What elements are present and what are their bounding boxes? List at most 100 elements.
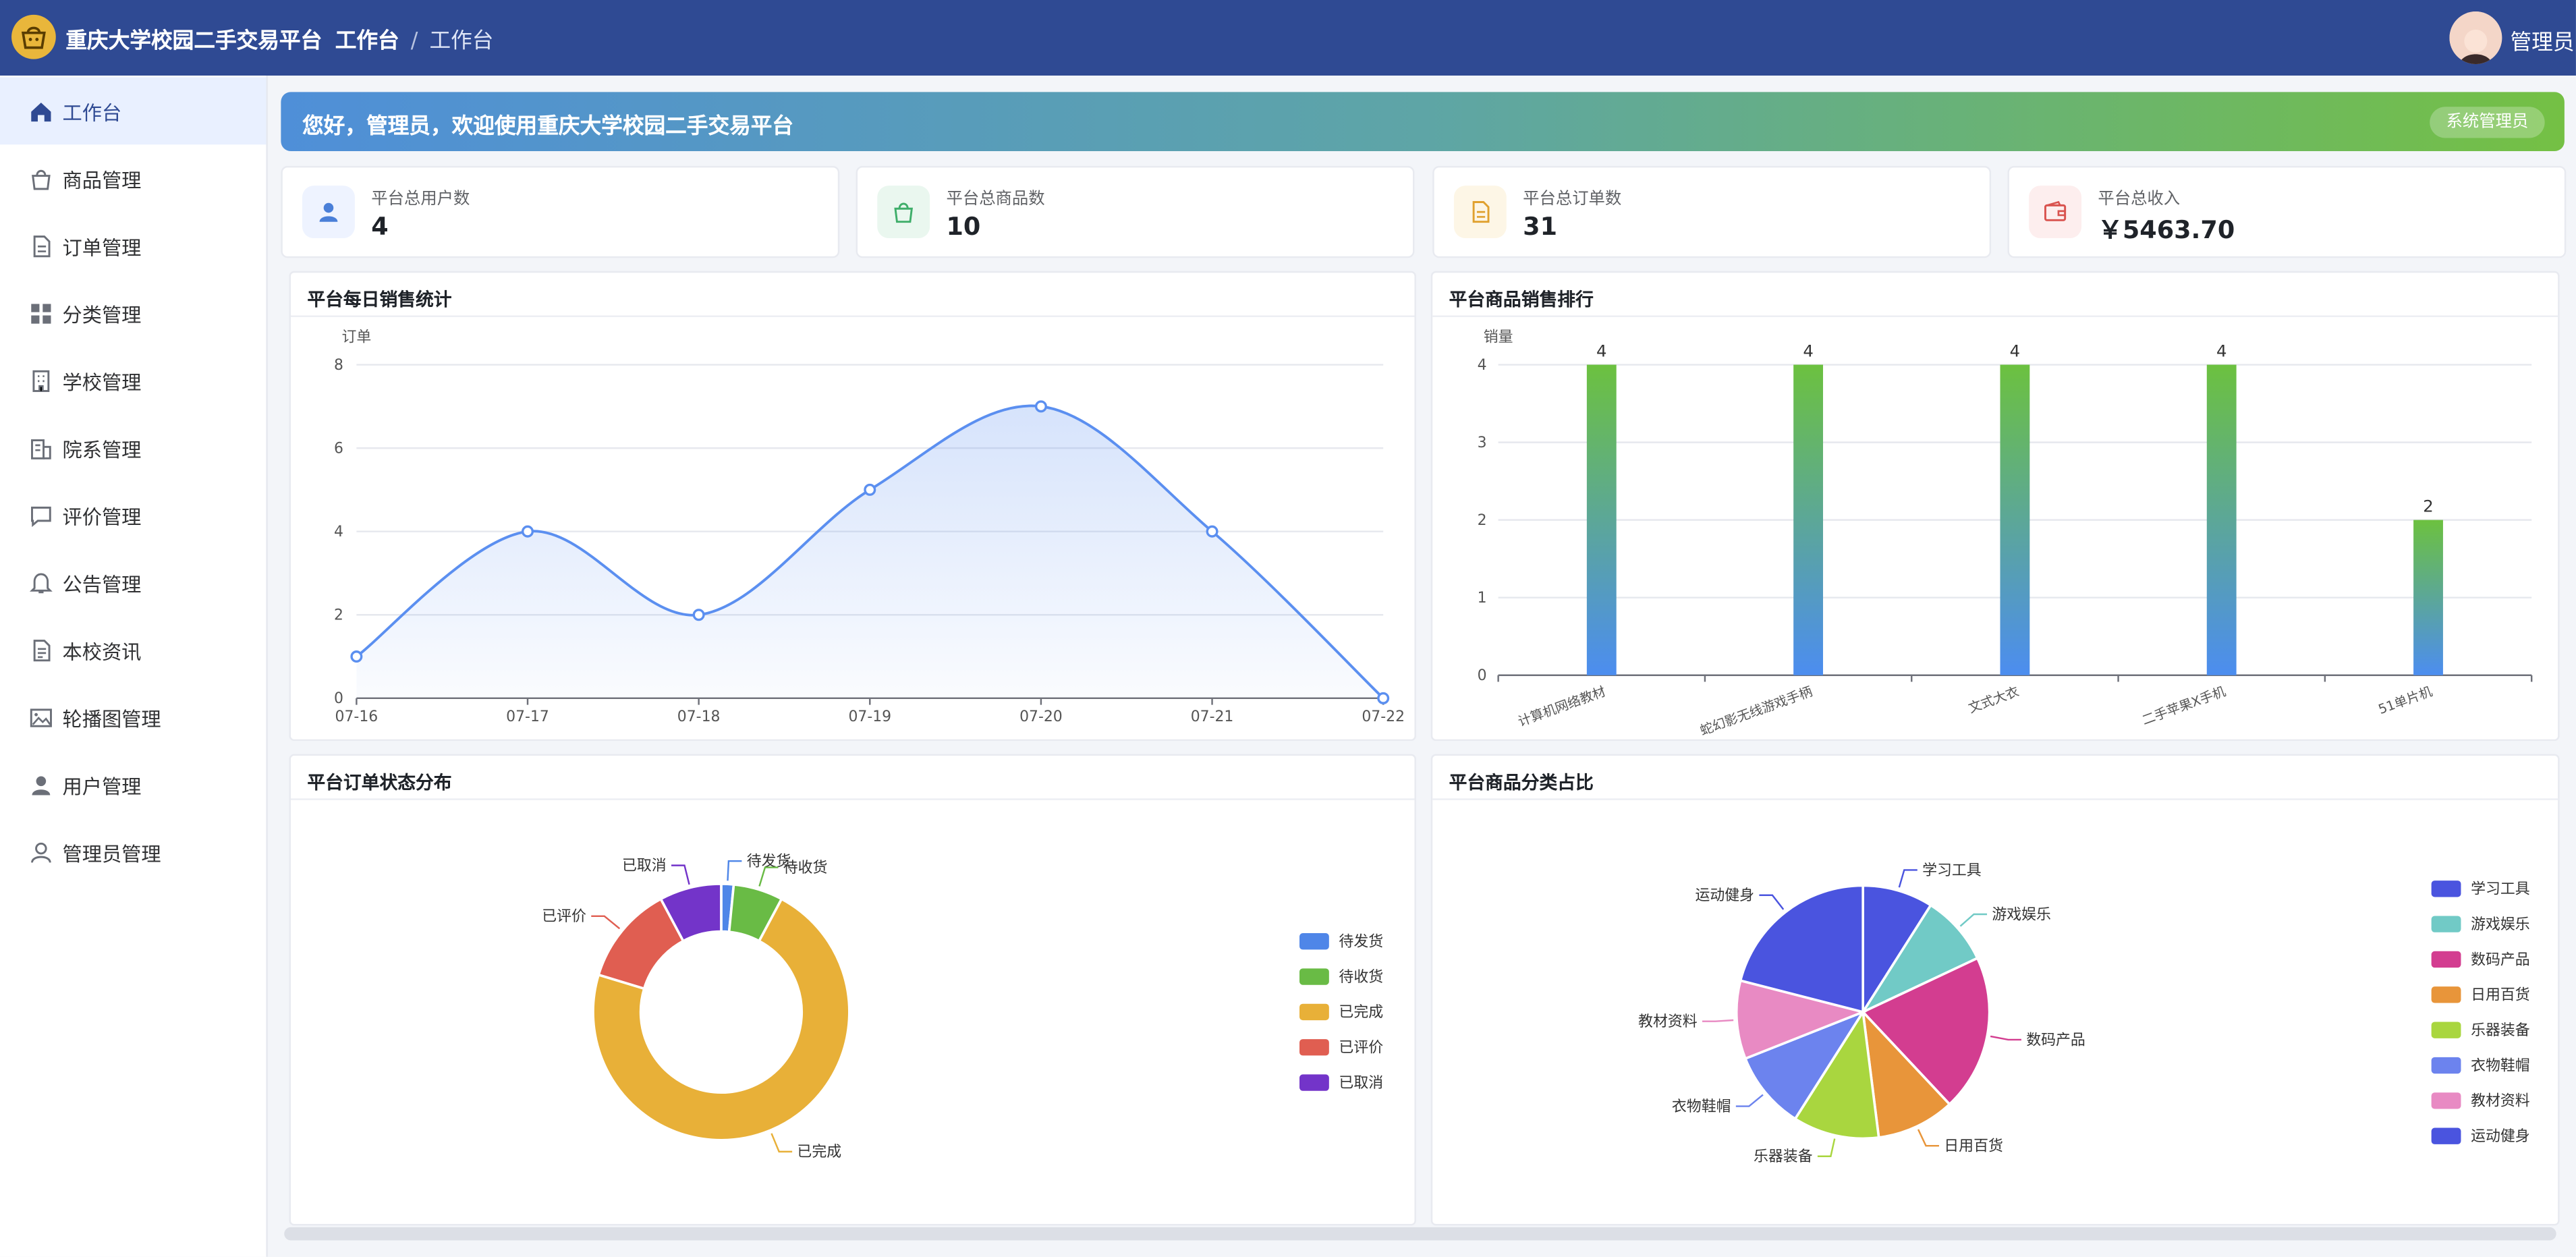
- stat-label: 平台总收入: [2098, 190, 2181, 209]
- slice-label: 已取消: [622, 858, 667, 874]
- pie-slice[interactable]: [1743, 1009, 1866, 1121]
- legend-swatch[interactable]: [1299, 968, 1329, 985]
- bar[interactable]: [2000, 364, 2030, 675]
- legend-label: 已评价: [1339, 1040, 1383, 1057]
- pie-slice[interactable]: [1861, 884, 1933, 1017]
- data-point[interactable]: [1377, 692, 1390, 704]
- basket-logo-icon: [11, 14, 56, 59]
- home-icon: [30, 99, 53, 122]
- bar[interactable]: [1586, 364, 1617, 675]
- sidebar-item-4[interactable]: 学校管理: [0, 347, 266, 414]
- legend-label: 乐器装备: [2471, 1022, 2530, 1039]
- breadcrumb-root[interactable]: 工作台: [335, 29, 399, 55]
- data-point[interactable]: [1034, 400, 1047, 413]
- y-axis-label: 订单: [341, 329, 371, 345]
- label-leader-line: [758, 866, 779, 887]
- legend-label: 衣物鞋帽: [2471, 1057, 2530, 1074]
- sidebar-item-0[interactable]: 工作台: [0, 77, 267, 145]
- sidebar-item-11[interactable]: 管理员管理: [0, 818, 266, 886]
- sidebar-item-label: 用户管理: [62, 775, 142, 799]
- slice-label: 待收货: [783, 860, 828, 876]
- x-tick-label: 07-17: [506, 708, 549, 725]
- slice-label: 游戏娱乐: [1992, 906, 2051, 923]
- admin-icon: [30, 839, 53, 863]
- data-point[interactable]: [692, 609, 705, 621]
- pie-slice[interactable]: [1861, 956, 1991, 1107]
- data-point[interactable]: [350, 650, 363, 663]
- x-tick-label: 文式大衣: [1966, 683, 2021, 716]
- stat-value: 10: [946, 212, 981, 242]
- sidebar-item-5[interactable]: 院系管理: [0, 414, 266, 482]
- sidebar-item-7[interactable]: 公告管理: [0, 549, 266, 616]
- sidebar-item-label: 工作台: [62, 101, 122, 125]
- sidebar-item-2[interactable]: 订单管理: [0, 212, 266, 279]
- sidebar-item-1[interactable]: 商品管理: [0, 144, 266, 212]
- pie-slice[interactable]: [1735, 979, 1868, 1061]
- legend-swatch[interactable]: [2431, 1092, 2461, 1109]
- legend-swatch[interactable]: [2431, 1127, 2461, 1144]
- role-badge: 系统管理员: [2430, 107, 2545, 138]
- panel-divider: [1432, 798, 2558, 800]
- top-header: 重庆大学校园二手交易平台 工作台 / 工作台 管理员: [0, 0, 2576, 76]
- office-icon: [30, 435, 53, 459]
- legend-swatch[interactable]: [1299, 933, 1329, 950]
- bag-icon: [30, 166, 53, 190]
- stat-label: 平台总用户数: [371, 190, 470, 209]
- data-point[interactable]: [1206, 525, 1219, 538]
- sidebar-item-label: 分类管理: [62, 304, 142, 327]
- sidebar-item-label: 公告管理: [62, 573, 142, 596]
- legend-swatch[interactable]: [2431, 1022, 2461, 1038]
- legend-swatch[interactable]: [1299, 1039, 1329, 1056]
- data-point[interactable]: [521, 525, 534, 538]
- sidebar-item-label: 管理员管理: [62, 843, 161, 866]
- bar[interactable]: [1793, 364, 1824, 675]
- news-icon: [30, 638, 53, 662]
- slice-label: 学习工具: [1922, 862, 1982, 879]
- user-avatar[interactable]: [2449, 11, 2502, 64]
- label-leader-line: [1735, 1094, 1764, 1107]
- sales-ranking-bar-chart: 0 1 2 3 4 销量 4 计算机网络教材 4 蛇幻影无线游戏手柄 4 文式大衣 4 二手苹果X手机 2 5…: [1478, 329, 2533, 739]
- bar[interactable]: [2206, 364, 2237, 675]
- data-point[interactable]: [864, 483, 876, 496]
- user-name[interactable]: 管理员: [2510, 31, 2575, 56]
- pie-slice[interactable]: [1739, 884, 1865, 1014]
- user-icon: [302, 186, 355, 239]
- pie-slice[interactable]: [592, 897, 851, 1142]
- legend-swatch[interactable]: [2431, 916, 2461, 932]
- label-leader-line: [591, 915, 621, 930]
- sidebar-item-10[interactable]: 用户管理: [0, 751, 266, 818]
- pie-slice[interactable]: [1861, 1008, 1952, 1139]
- picture-icon: [30, 705, 53, 728]
- y-tick-label: 3: [1478, 435, 1487, 451]
- label-leader-line: [1759, 894, 1785, 910]
- wallet-icon: [2029, 186, 2082, 239]
- sidebar-item-3[interactable]: 分类管理: [0, 279, 266, 347]
- bar-value-label: 4: [1596, 341, 1606, 360]
- label-leader-line: [671, 864, 690, 885]
- sidebar-item-9[interactable]: 轮播图管理: [0, 683, 266, 751]
- bar[interactable]: [2413, 520, 2443, 675]
- stat-value: ￥5463.70: [2098, 215, 2235, 245]
- horizontal-scrollbar[interactable]: [284, 1227, 2556, 1241]
- legend-swatch[interactable]: [2431, 986, 2461, 1003]
- legend-label: 游戏娱乐: [2471, 916, 2530, 933]
- stat-card: 平台总订单数 31: [1432, 165, 1992, 258]
- x-tick-label: 07-18: [677, 708, 721, 725]
- legend-swatch[interactable]: [1299, 1074, 1329, 1091]
- sidebar-item-8[interactable]: 本校资讯: [0, 616, 266, 683]
- x-tick-label: 07-19: [848, 708, 891, 725]
- pie-slice[interactable]: [1793, 1008, 1880, 1140]
- sidebar-item-6[interactable]: 评价管理: [0, 481, 266, 549]
- slice-label: 教材资料: [1638, 1013, 1698, 1030]
- pie-slice[interactable]: [1859, 903, 1980, 1015]
- legend-label: 教材资料: [2471, 1093, 2530, 1110]
- legend-swatch[interactable]: [1299, 1003, 1329, 1021]
- legend-swatch[interactable]: [2431, 881, 2461, 897]
- label-leader-line: [1702, 1019, 1734, 1022]
- legend-swatch[interactable]: [2431, 951, 2461, 968]
- app-title: 重庆大学校园二手交易平台: [65, 29, 323, 55]
- legend-swatch[interactable]: [2431, 1057, 2461, 1074]
- pie-slice[interactable]: [659, 883, 723, 943]
- label-leader-line: [771, 1133, 793, 1153]
